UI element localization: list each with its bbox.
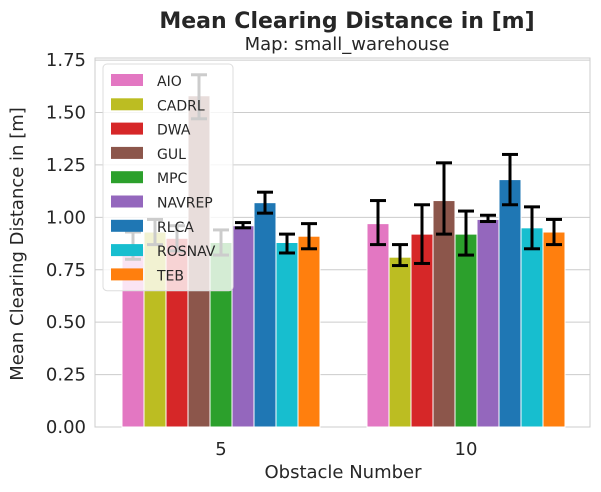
legend-item: NAVREP [111, 195, 213, 212]
y-tick-label: 0.75 [46, 260, 86, 281]
bar [520, 227, 544, 428]
legend-label: DWA [157, 123, 191, 139]
bar [388, 256, 412, 428]
legend-swatch [111, 195, 143, 208]
legend-label: ROSNAV [157, 244, 216, 260]
x-axis-label: Obstacle Number [264, 462, 422, 483]
legend-swatch [111, 122, 143, 135]
bar [275, 242, 299, 428]
bar [366, 223, 390, 428]
error-bar [436, 161, 452, 236]
error-bar [546, 217, 562, 247]
error-bar [414, 203, 430, 265]
legend-item: CADRL [111, 98, 205, 114]
legend-item: AIO [111, 74, 182, 90]
error-bar [279, 232, 295, 255]
x-tick-labels: 5 10 [215, 439, 477, 460]
error-bar [257, 190, 273, 215]
legend-item: TEB [111, 268, 184, 284]
y-tick-labels: 0.00 0.25 0.50 0.75 1.00 1.25 1.50 1.75 [46, 50, 86, 438]
bar [542, 231, 566, 428]
y-tick-label: 1.75 [46, 50, 86, 71]
legend-label: TEB [156, 268, 184, 284]
y-tick-label: 1.00 [46, 207, 86, 228]
y-axis-label: Mean Clearing Distance in [m] [7, 107, 28, 381]
legend-item: DWA [111, 122, 191, 139]
legend-label: MPC [157, 171, 188, 187]
bar [476, 218, 500, 428]
legend-item: GUL [111, 146, 186, 163]
legend-label: AIO [157, 74, 182, 90]
error-bar [301, 222, 317, 251]
legend-swatch [111, 98, 143, 111]
error-bar [370, 199, 386, 247]
error-bar [235, 221, 251, 230]
legend-label: CADRL [157, 98, 205, 114]
legend-box [102, 63, 234, 292]
legend-swatch [111, 219, 143, 232]
bar [498, 179, 522, 428]
y-tick-label: 1.25 [46, 155, 86, 176]
error-bar [524, 205, 540, 251]
error-bar [392, 243, 408, 268]
legend-swatch [111, 268, 143, 281]
y-tick-label: 0.00 [46, 417, 86, 438]
legend-swatch [111, 171, 143, 184]
bar [454, 233, 478, 428]
x-tick-label: 5 [215, 439, 226, 460]
legend-swatch [111, 146, 143, 159]
y-tick-label: 0.50 [46, 312, 86, 333]
legend-item: ROSNAV [111, 244, 216, 260]
bar [253, 202, 277, 428]
error-bar [458, 209, 474, 257]
y-tick-label: 1.50 [46, 103, 86, 124]
bar [231, 225, 255, 428]
chart-title: Mean Clearing Distance in [m] [159, 9, 534, 34]
error-bar [480, 213, 496, 224]
legend-swatch [111, 74, 143, 86]
y-tick-label: 0.25 [46, 365, 86, 386]
legend-item: MPC [111, 171, 188, 187]
legend-item: RLCA [111, 219, 194, 236]
legend-label: NAVREP [157, 196, 213, 212]
error-bar [502, 152, 518, 207]
legend: AIO CADRL DWA GUL MPC NAVREP RLCA ROSNAV TEB [102, 63, 234, 292]
legend-label: RLCA [157, 220, 194, 236]
bar [297, 235, 321, 428]
chart-subtitle: Map: small_warehouse [245, 34, 450, 55]
x-tick-label: 10 [455, 439, 478, 460]
legend-swatch [111, 244, 143, 257]
legend-label: GUL [157, 147, 186, 163]
